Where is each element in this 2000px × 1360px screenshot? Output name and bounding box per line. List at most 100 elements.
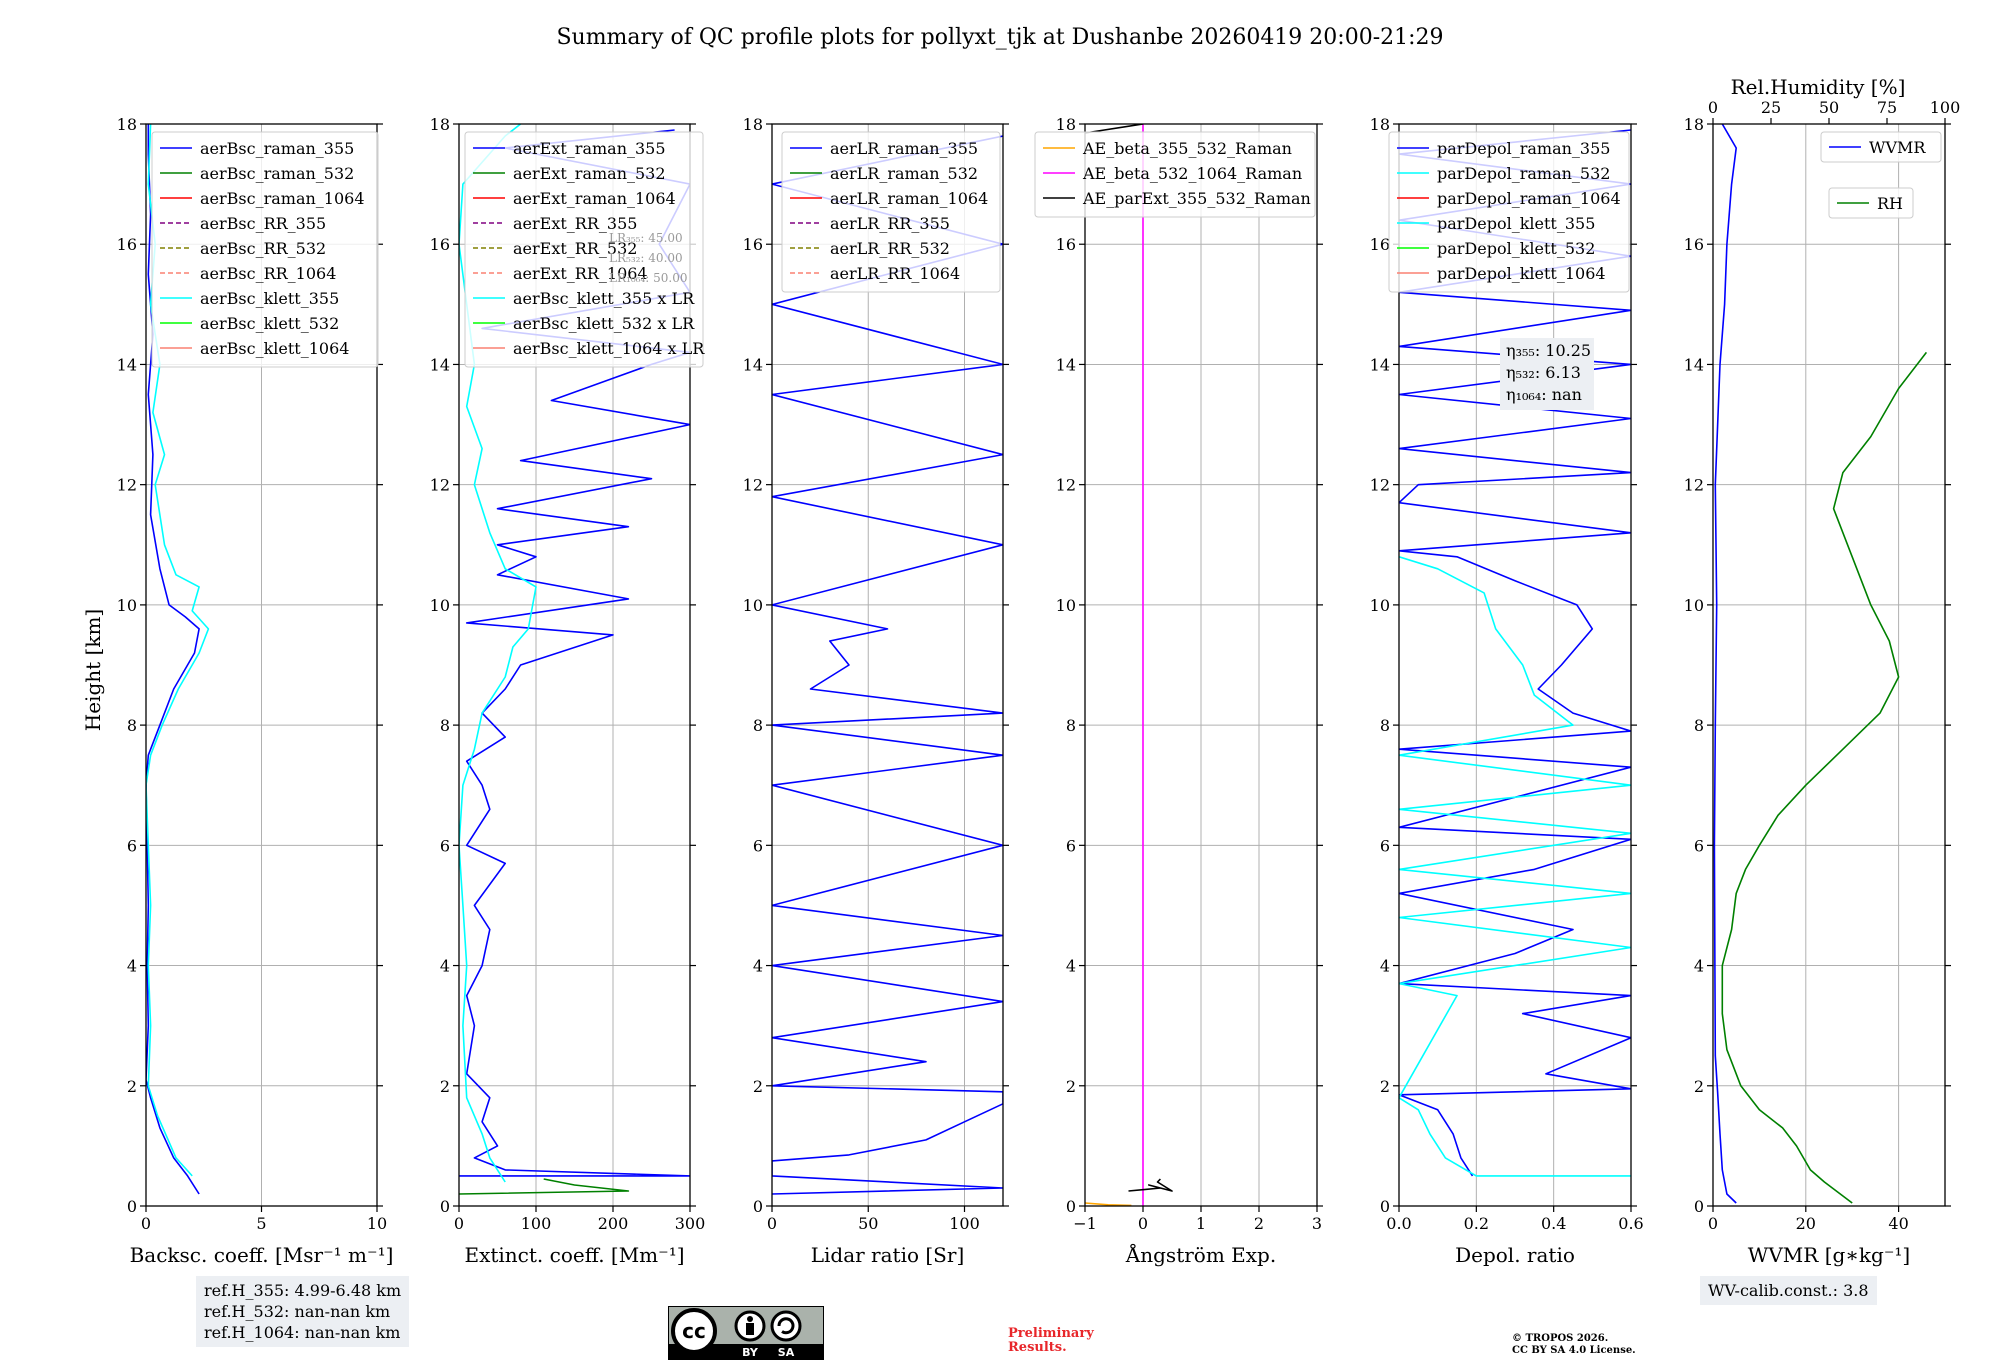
y-tick-label-angstrom-16: 16 xyxy=(1056,235,1076,254)
x-tick-label-water_vapor-1: 20 xyxy=(1796,1214,1816,1233)
y-tick-label-lidar_ratio-0: 0 xyxy=(753,1197,763,1216)
legend-label-aerBsc_klett_1064 x LR: aerBsc_klett_1064 x LR xyxy=(513,339,705,358)
top-x-tick-label-0: 0 xyxy=(1708,98,1718,117)
legend-label-parDepol_raman_355: parDepol_raman_355 xyxy=(1437,139,1610,158)
y-tick-label-depolarization-2: 2 xyxy=(1380,1077,1390,1096)
panel-extinction: 0 2 4 6 8 10 12 14 16 18 0 100 200 300 Extinct. coeff.… xyxy=(430,115,706,1267)
lr-label-2: LR₁₀₆₄: 50.00 xyxy=(609,271,687,285)
y-tick-label-extinction-16: 16 xyxy=(430,235,450,254)
wv-calibration-constant: WV-calib.const.: 3.8 xyxy=(1708,1281,1869,1300)
y-tick-label-extinction-8: 8 xyxy=(440,716,450,735)
top-x-tick-label-2: 50 xyxy=(1819,98,1839,117)
y-tick-label-lidar_ratio-16: 16 xyxy=(743,235,763,254)
y-tick-label-angstrom-12: 12 xyxy=(1056,476,1076,495)
legend-label-aerLR_RR_355: aerLR_RR_355 xyxy=(830,214,950,233)
y-tick-label-backscatter-14: 14 xyxy=(117,355,137,374)
x-tick-label-angstrom-2: 1 xyxy=(1196,1214,1206,1233)
y-tick-label-water_vapor-4: 4 xyxy=(1694,957,1704,976)
y-tick-label-water_vapor-8: 8 xyxy=(1694,716,1704,735)
axes-frame-lidar_ratio xyxy=(771,123,1004,1207)
x-tick-label-extinction-3: 300 xyxy=(675,1214,706,1233)
legend-label-aerBsc_raman_355: aerBsc_raman_355 xyxy=(200,139,354,158)
y-tick-label-depolarization-16: 16 xyxy=(1370,235,1390,254)
y-tick-label-depolarization-14: 14 xyxy=(1370,355,1390,374)
y-tick-label-water_vapor-6: 6 xyxy=(1694,836,1704,855)
y-tick-label-lidar_ratio-18: 18 xyxy=(743,115,763,134)
x-tick-label-depolarization-1: 0.2 xyxy=(1464,1214,1489,1233)
legend-label-parDepol_klett_1064: parDepol_klett_1064 xyxy=(1437,264,1606,283)
axes-frame-water_vapor xyxy=(1712,123,1946,1207)
top-x-tick-label-1: 25 xyxy=(1761,98,1781,117)
legend-box-backscatter xyxy=(151,131,379,368)
legend-label-aerBsc_klett_355 x LR: aerBsc_klett_355 x LR xyxy=(513,289,695,308)
copyright-line-2: CC BY SA 4.0 License. xyxy=(1512,1345,1636,1356)
eta-label-1: η₅₃₂: 6.13 xyxy=(1506,363,1581,382)
series-line-parDepol_klett_355 xyxy=(1399,556,1631,1177)
panel-lidar_ratio: 0 2 4 6 8 10 12 14 16 18 0 50 100 Lidar ratio [Sr] aer… xyxy=(743,115,1009,1267)
y-tick-label-angstrom-8: 8 xyxy=(1066,716,1076,735)
top-x-axis-label: Rel.Humidity [%] xyxy=(1731,75,1906,99)
y-tick-label-depolarization-8: 8 xyxy=(1380,716,1390,735)
panel-backscatter: 0 2 4 6 8 10 12 14 16 18 0 5 10 Backsc. coeff. [Msr⁻¹… xyxy=(117,115,394,1267)
y-tick-label-water_vapor-14: 14 xyxy=(1684,355,1704,374)
x-tick-label-water_vapor-2: 40 xyxy=(1888,1214,1908,1233)
legend-label-aerExt_RR_355: aerExt_RR_355 xyxy=(513,214,637,233)
y-tick-label-backscatter-16: 16 xyxy=(117,235,137,254)
lr-label-0: LR₃₅₅: 45.00 xyxy=(609,231,683,245)
legend-label-aerBsc_raman_532: aerBsc_raman_532 xyxy=(200,164,354,183)
y-tick-label-extinction-6: 6 xyxy=(440,836,450,855)
legend-label-WVMR: WVMR xyxy=(1869,138,1926,157)
y-tick-label-lidar_ratio-2: 2 xyxy=(753,1077,763,1096)
panel-depolarization: 0 2 4 6 8 10 12 14 16 18 0.0 0.2 0.4 0.6 Depol. ratio p… xyxy=(1370,115,1644,1267)
axes-frame-extinction xyxy=(458,123,691,1207)
x-tick-label-depolarization-3: 0.6 xyxy=(1618,1214,1643,1233)
legend-label-aerExt_raman_355: aerExt_raman_355 xyxy=(513,139,666,158)
x-axis-label-water_vapor: WVMR [g∗kg⁻¹] xyxy=(1748,1243,1910,1267)
x-tick-label-depolarization-0: 0.0 xyxy=(1386,1214,1411,1233)
lr-label-1: LR₅₃₂: 40.00 xyxy=(609,251,683,265)
series-group-depolarization xyxy=(1399,129,1631,1177)
y-tick-label-angstrom-2: 2 xyxy=(1066,1077,1076,1096)
x-axis-label-depolarization: Depol. ratio xyxy=(1455,1243,1575,1267)
legend-label-aerBsc_raman_1064: aerBsc_raman_1064 xyxy=(200,189,365,208)
x-tick-label-extinction-0: 0 xyxy=(454,1214,464,1233)
y-tick-label-backscatter-10: 10 xyxy=(117,596,137,615)
x-tick-label-lidar_ratio-2: 100 xyxy=(949,1214,980,1233)
wv-calibration-box: WV-calib.const.: 3.8 xyxy=(1700,1276,1877,1305)
series-group-lidar_ratio xyxy=(772,135,1003,1195)
axes-frame-backscatter xyxy=(145,123,378,1207)
series-line-AE_beta_355_532_Raman xyxy=(1085,1202,1132,1206)
series-group-backscatter xyxy=(146,124,210,1195)
y-axis-label: Height [km] xyxy=(81,609,105,731)
ref-height-355: ref.H_355: 4.99-6.48 km xyxy=(204,1281,402,1300)
legend-label-aerLR_raman_1064: aerLR_raman_1064 xyxy=(830,189,988,208)
series-line-aerBsc_raman_355 xyxy=(146,124,200,1195)
y-tick-label-extinction-0: 0 xyxy=(440,1197,450,1216)
copyright-note: © TROPOS 2026. CC BY SA 4.0 License. xyxy=(1512,1333,1636,1357)
legend-label-aerExt_raman_532: aerExt_raman_532 xyxy=(513,164,666,183)
y-tick-label-extinction-4: 4 xyxy=(440,957,450,976)
x-axis-label-backscatter: Backsc. coeff. [Msr⁻¹ m⁻¹] xyxy=(130,1243,394,1267)
legend-label-aerBsc_RR_532: aerBsc_RR_532 xyxy=(200,239,326,258)
legend-box-lidar_ratio xyxy=(781,131,1001,293)
x-tick-label-angstrom-0: −1 xyxy=(1073,1214,1097,1233)
y-tick-label-lidar_ratio-8: 8 xyxy=(753,716,763,735)
y-tick-label-angstrom-4: 4 xyxy=(1066,957,1076,976)
legend-label-aerExt_RR_532: aerExt_RR_532 xyxy=(513,239,637,258)
y-tick-label-water_vapor-18: 18 xyxy=(1684,115,1704,134)
legend-label-aerBsc_klett_532 x LR: aerBsc_klett_532 x LR xyxy=(513,314,695,333)
copyright-line-1: © TROPOS 2026. xyxy=(1512,1333,1609,1344)
y-tick-label-backscatter-4: 4 xyxy=(127,957,137,976)
legend-label-parDepol_raman_1064: parDepol_raman_1064 xyxy=(1437,189,1621,208)
legend-label-AE_beta_532_1064_Raman: AE_beta_532_1064_Raman xyxy=(1082,164,1302,183)
eta-box xyxy=(1500,338,1594,410)
y-tick-label-angstrom-14: 14 xyxy=(1056,355,1076,374)
x-axis-label-extinction: Extinct. coeff. [Mm⁻¹] xyxy=(464,1243,684,1267)
figure-title: Summary of QC profile plots for pollyxt_… xyxy=(556,25,1443,50)
x-axis-label-angstrom: Ångström Exp. xyxy=(1125,1242,1276,1267)
reference-height-box: ref.H_355: 4.99-6.48 km ref.H_532: nan-n… xyxy=(196,1276,410,1347)
cc-by-label: BY xyxy=(742,1346,759,1359)
